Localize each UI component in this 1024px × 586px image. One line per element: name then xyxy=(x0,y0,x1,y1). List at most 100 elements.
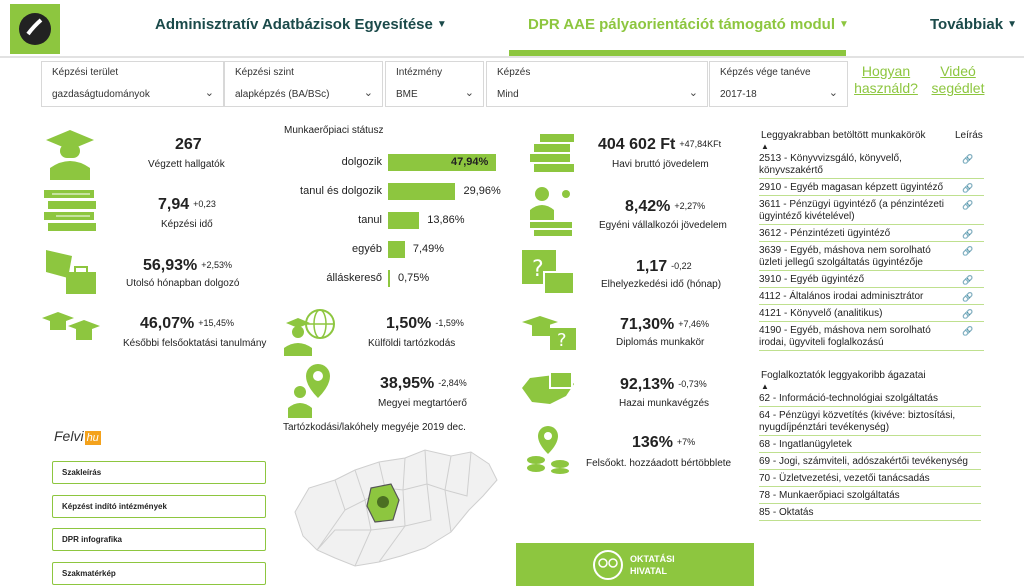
bar-1[interactable] xyxy=(388,183,456,200)
sector-name-cont: nyugdíjpénztári tevékenység) xyxy=(759,422,890,433)
jobs-table-row[interactable]: 3612 - Pénzintézeti ügyintéző xyxy=(759,226,984,242)
kpi-further-study-label: Későbbi felsőoktatási tanulmány xyxy=(123,338,267,349)
job-name: 4190 - Egyéb, máshova nem sorolható xyxy=(759,325,931,336)
sort-up-icon[interactable]: ▲ xyxy=(761,382,769,391)
chevron-down-icon: ▼ xyxy=(838,19,849,30)
kpi-wage-premium-label: Felsőokt. hozzáadott bértöbblete xyxy=(586,458,732,469)
jobs-table-row[interactable]: 4190 - Egyéb, máshova nem sorolható iroda… xyxy=(759,323,984,351)
profession-map-button[interactable]: Szakmatérkép xyxy=(52,562,266,585)
jobs-table-row[interactable]: 3910 - Egyéb ügyintéző xyxy=(759,272,984,288)
money-stack-icon xyxy=(530,134,574,172)
sectors-table-row[interactable]: 64 - Pénzügyi közvetítés (kivéve: biztos… xyxy=(759,408,981,436)
filter-value: 2017-18 xyxy=(720,89,757,100)
books-icon xyxy=(44,190,96,231)
nav-admin-databases[interactable]: Adminisztratív Adatbázisok Egyesítése ▼ xyxy=(155,16,447,33)
oktatasi-hivatal-banner[interactable]: OKTATÁSI HIVATAL xyxy=(516,543,754,586)
bar-3[interactable] xyxy=(388,241,405,258)
dpr-infographic-button[interactable]: DPR infografika xyxy=(52,528,266,551)
job-name: 4121 - Könyvelő (analitikus) xyxy=(759,308,883,319)
kpi-county-retention-label: Megyei megtartóerő xyxy=(378,398,467,409)
link-icon[interactable]: 🔗 xyxy=(962,326,974,336)
kpi-entrepreneur-value: 8,42% +2,27% xyxy=(625,198,706,215)
sectors-table-row[interactable]: 68 - Ingatlanügyletek xyxy=(759,437,981,453)
svg-text:?: ? xyxy=(557,330,567,351)
kpi-employed-label: Utolsó hónapban dolgozó xyxy=(126,278,240,289)
filter-label: Képzés vége tanéve xyxy=(720,67,811,78)
link-icon[interactable]: 🔗 xyxy=(962,275,974,285)
sectors-table-row[interactable]: 85 - Oktatás xyxy=(759,505,981,521)
link-icon[interactable]: 🔗 xyxy=(962,292,974,302)
flag-briefcase-icon xyxy=(46,250,96,294)
howto-link[interactable]: Hogyan használd? xyxy=(854,63,918,96)
kpi-domestic-work-label: Hazai munkavégzés xyxy=(619,398,710,409)
hungary-county-map[interactable] xyxy=(275,440,505,580)
filter-training-level[interactable]: Képzési szint alapképzés (BA/BSc) ⌄ xyxy=(224,61,383,107)
sector-name: 78 - Munkaerőpiaci szolgáltatás xyxy=(759,490,900,501)
chevron-down-icon: ⌄ xyxy=(464,87,474,99)
kpi-domestic-work-value: 92,13% -0,73% xyxy=(620,376,707,393)
sectors-table-row[interactable]: 62 - Információ-technológiai szolgáltatá… xyxy=(759,391,981,407)
link-icon[interactable]: 🔗 xyxy=(962,200,974,210)
filter-label: Képzési szint xyxy=(235,67,294,78)
bar-0[interactable] xyxy=(388,154,496,171)
sectors-table-row[interactable]: 78 - Munkaerőpiaci szolgáltatás xyxy=(759,488,981,504)
program-description-button[interactable]: Szakleírás xyxy=(52,461,266,484)
filter-value: gazdaságtudományok xyxy=(52,89,150,100)
coins-pin-icon xyxy=(527,426,569,474)
chevron-down-icon: ⌄ xyxy=(688,87,698,99)
sector-name: 64 - Pénzügyi közvetítés (kivéve: biztos… xyxy=(759,410,956,421)
link-icon[interactable]: 🔗 xyxy=(962,229,974,239)
felvi-logo[interactable]: Felvi hu xyxy=(54,428,101,445)
entrepreneur-icon xyxy=(530,187,572,236)
bar-category-label: tanul és dolgozik xyxy=(300,185,382,197)
filter-value: Mind xyxy=(497,89,519,100)
filter-program[interactable]: Képzés Mind ⌄ xyxy=(486,61,708,107)
filter-label: Intézmény xyxy=(396,67,443,78)
job-name: 3611 - Pénzügyi ügyintéző (a pénzintézet… xyxy=(759,199,944,210)
job-name-cont: üzleti jellegű szolgáltatás ügyintézője xyxy=(759,257,923,268)
map-caption: Tartózkodási/lakóhely megyéje 2019 dec. xyxy=(283,422,466,433)
jobs-table-row[interactable]: 2513 - Könyvvizsgáló, könyvelő, könyvszak… xyxy=(759,151,984,179)
chevron-down-icon: ▼ xyxy=(436,19,447,30)
nav-more[interactable]: Továbbiak ▼ xyxy=(930,16,1017,33)
bar-value-label: 13,86% xyxy=(427,214,465,226)
oh-owl-icon xyxy=(593,550,623,580)
kpi-abroad-label: Külföldi tartózkodás xyxy=(368,338,456,349)
filter-institution[interactable]: Intézmény BME ⌄ xyxy=(385,61,484,107)
filter-label: Képzési terület xyxy=(52,67,119,78)
jobs-table-row[interactable]: 4112 - Általános irodai adminisztrátor xyxy=(759,289,984,305)
location-person-icon xyxy=(288,364,330,418)
jobs-table-row[interactable]: 2910 - Egyéb magasan képzett ügyintéző xyxy=(759,180,984,196)
kpi-employed-value: 56,93% +2,53% xyxy=(143,257,233,274)
nav-dpr-module[interactable]: DPR AAE pályaorientációt támogató modul ▼ xyxy=(528,16,849,33)
link-icon[interactable]: 🔗 xyxy=(962,309,974,319)
filter-training-area[interactable]: Képzési terület gazdaságtudományok ⌄ xyxy=(41,61,224,107)
jobs-table-row[interactable]: 3611 - Pénzügyi ügyintéző (a pénzintézet… xyxy=(759,197,984,225)
globe-person-icon xyxy=(284,309,335,356)
kpi-further-study-value: 46,07% +15,45% xyxy=(140,315,235,332)
filter-graduation-year[interactable]: Képzés vége tanéve 2017-18 ⌄ xyxy=(709,61,848,107)
job-name: 3639 - Egyéb, máshova nem sorolható xyxy=(759,245,931,256)
sector-name: 70 - Üzletvezetési, vezetői tanácsadás xyxy=(759,473,930,484)
jobs-table-row[interactable]: 4121 - Könyvelő (analitikus) xyxy=(759,306,984,322)
bar-category-label: dolgozik xyxy=(341,156,382,168)
bar-2[interactable] xyxy=(388,212,420,229)
sector-name: 69 - Jogi, számviteli, adószakértői tevé… xyxy=(759,456,968,467)
video-help-link[interactable]: Videó segédlet xyxy=(931,63,985,96)
app-logo[interactable] xyxy=(10,4,60,54)
job-name: 2910 - Egyéb magasan képzett ügyintéző xyxy=(759,182,944,193)
link-icon[interactable]: 🔗 xyxy=(962,183,974,193)
chevron-down-icon: ⌄ xyxy=(204,87,214,99)
bar-4[interactable] xyxy=(388,270,390,287)
institutions-button[interactable]: Képzést indító intézmények xyxy=(52,495,266,518)
sectors-table-row[interactable]: 69 - Jogi, számviteli, adószakértői tevé… xyxy=(759,454,981,470)
sort-up-icon[interactable]: ▲ xyxy=(761,142,769,151)
sectors-table-row[interactable]: 70 - Üzletvezetési, vezetői tanácsadás xyxy=(759,471,981,487)
job-name-cont: irodai, ügyviteli foglalkozású xyxy=(759,337,884,348)
chart-title: Munkaerőpiaci státusz xyxy=(284,125,384,136)
link-icon[interactable]: 🔗 xyxy=(962,154,974,164)
kpi-graduate-job-value: 71,30% +7,46% xyxy=(620,316,710,333)
oh-logo-text: OKTATÁSI HIVATAL xyxy=(630,554,675,576)
link-icon[interactable]: 🔗 xyxy=(962,246,974,256)
jobs-table-row[interactable]: 3639 - Egyéb, máshova nem sorolható üzlet… xyxy=(759,243,984,271)
